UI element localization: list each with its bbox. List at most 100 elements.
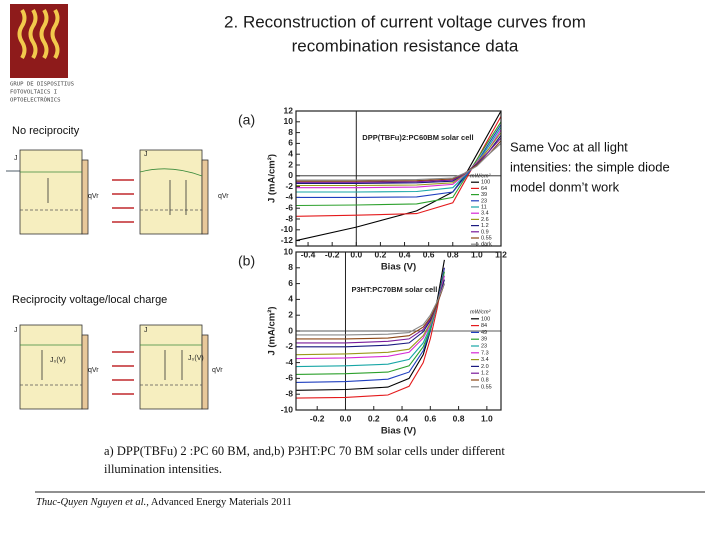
legend-label: 23	[481, 198, 487, 204]
slide-title: 2. Reconstruction of current voltage cur…	[224, 12, 586, 31]
x-tick-label: 0.4	[396, 413, 408, 423]
logo-box	[10, 4, 68, 78]
x-tick-label: 0.6	[423, 249, 435, 259]
legend-label: 100	[481, 316, 490, 322]
y-tick-label: 8	[288, 127, 293, 137]
legend-label: 1.2	[481, 223, 489, 229]
schematic-label: J₀(V)	[188, 355, 204, 362]
logo-text: FOTOVOLTAICS I	[10, 90, 57, 96]
legend-label: dark	[481, 242, 492, 248]
legend-label: 7.3	[481, 350, 489, 356]
curve	[296, 126, 501, 193]
legend-label: 1.2	[481, 371, 489, 377]
panel-label: (b)	[238, 253, 255, 269]
y-tick-label: 2	[288, 309, 293, 319]
plot-frame	[295, 110, 502, 247]
y-tick-label: 8	[288, 262, 293, 272]
x-tick-label: -0.2	[310, 413, 325, 423]
y-tick-label: 6	[288, 278, 293, 288]
legend-label: 39	[481, 337, 487, 343]
x-axis-label: Bias (V)	[381, 262, 416, 273]
curve	[296, 283, 445, 340]
curve	[296, 116, 501, 217]
schematic-label: qVr	[88, 367, 99, 374]
y-tick-label: -2	[285, 341, 293, 351]
y-tick-label: -10	[281, 404, 294, 414]
schematic-label: J	[14, 155, 18, 162]
legend-label: 84	[481, 323, 487, 329]
x-tick-label: 1.0	[481, 413, 493, 423]
x-axis-label: Bias (V)	[381, 426, 416, 437]
curve	[296, 142, 501, 181]
logo-waves	[17, 8, 60, 60]
x-tick-label: 0.4	[399, 249, 411, 259]
citation-authors: Thuc-Quyen Nguyen et al.,	[36, 497, 149, 508]
x-tick-label: 0.8	[453, 413, 465, 423]
y-tick-label: -6	[285, 202, 293, 212]
citation-journal: Advanced Energy Materials 2011	[151, 497, 292, 508]
y-tick-label: -6	[285, 373, 293, 383]
legend-label: 23	[481, 343, 487, 349]
y-tick-label: 2	[288, 159, 293, 169]
x-tick-label: 0.6	[424, 413, 436, 423]
y-axis-label: J (mA/cm²)	[267, 306, 278, 355]
curve	[296, 121, 501, 207]
y-tick-label: 10	[284, 246, 294, 256]
schematic-label: qVr	[88, 193, 99, 200]
legend-label: 3.4	[481, 357, 489, 363]
y-tick-label: -8	[285, 388, 293, 398]
chart-title: P3HT:PC70BM solar cell	[351, 285, 437, 294]
curve	[296, 283, 445, 336]
series-group	[296, 111, 501, 242]
y-tick-label: 12	[284, 105, 294, 115]
schematic-heading: No reciprocity	[12, 125, 80, 137]
y-tick-label: -10	[281, 224, 294, 234]
y-tick-label: 4	[288, 294, 293, 304]
y-tick-label: -4	[285, 192, 293, 202]
note: Same Voc at all light	[510, 139, 628, 154]
y-tick-label: -8	[285, 213, 293, 223]
legend-label: 0.9	[481, 229, 489, 235]
schematic-label: J	[144, 151, 148, 158]
legend-label: 2.0	[481, 364, 489, 370]
legend-label: 64	[481, 186, 487, 192]
x-tick-label: 0.2	[374, 249, 386, 259]
legend-label: 0.55	[481, 235, 492, 241]
legend-label: 11	[481, 204, 487, 210]
caption: illumination intensities.	[104, 462, 222, 476]
x-tick-label: -0.2	[325, 249, 340, 259]
y-tick-label: 0	[288, 170, 293, 180]
legend-label: 49	[481, 330, 487, 336]
x-tick-label: 0.8	[447, 249, 459, 259]
y-tick-label: -12	[281, 235, 294, 245]
y-tick-label: 4	[288, 148, 293, 158]
x-tick-label: 1.0	[471, 249, 483, 259]
x-tick-label: 0.0	[350, 249, 362, 259]
legend-title: mW/cm²	[470, 173, 491, 179]
curve	[296, 124, 501, 198]
y-tick-label: -4	[285, 357, 293, 367]
legend-label: 39	[481, 192, 487, 198]
caption: a) DPP(TBFu) 2 :PC 60 BM, and,b) P3HT:PC…	[104, 444, 505, 458]
schematic-bottom	[19, 324, 209, 410]
schematic-label: J	[144, 327, 148, 334]
schematic-label: qVr	[218, 193, 229, 200]
y-tick-label: 6	[288, 138, 293, 148]
logo: GRUP DE DISPOSITIUS FOTOVOLTAICS I OPTOE…	[10, 4, 74, 104]
legend-label: 0.55	[481, 384, 492, 390]
plot-frame	[295, 251, 502, 411]
chart-title: DPP(TBFu)2:PC60BM solar cell	[362, 133, 473, 142]
legend-title: mW/cm²	[470, 309, 491, 315]
legend-label: 0.8	[481, 377, 489, 383]
schematic-label: J₀(V)	[50, 357, 66, 364]
citation: Thuc-Quyen Nguyen et al., Advanced Energ…	[36, 497, 292, 508]
y-tick-label: 10	[284, 116, 294, 126]
curve	[296, 267, 445, 399]
schematic-label: J	[14, 327, 18, 334]
note: model donm’t work	[510, 179, 620, 194]
logo-text: OPTOELECTRÒNICS	[10, 97, 61, 104]
y-tick-label: -2	[285, 181, 293, 191]
x-tick-label: 0.2	[368, 413, 380, 423]
y-tick-label: 0	[288, 325, 293, 335]
